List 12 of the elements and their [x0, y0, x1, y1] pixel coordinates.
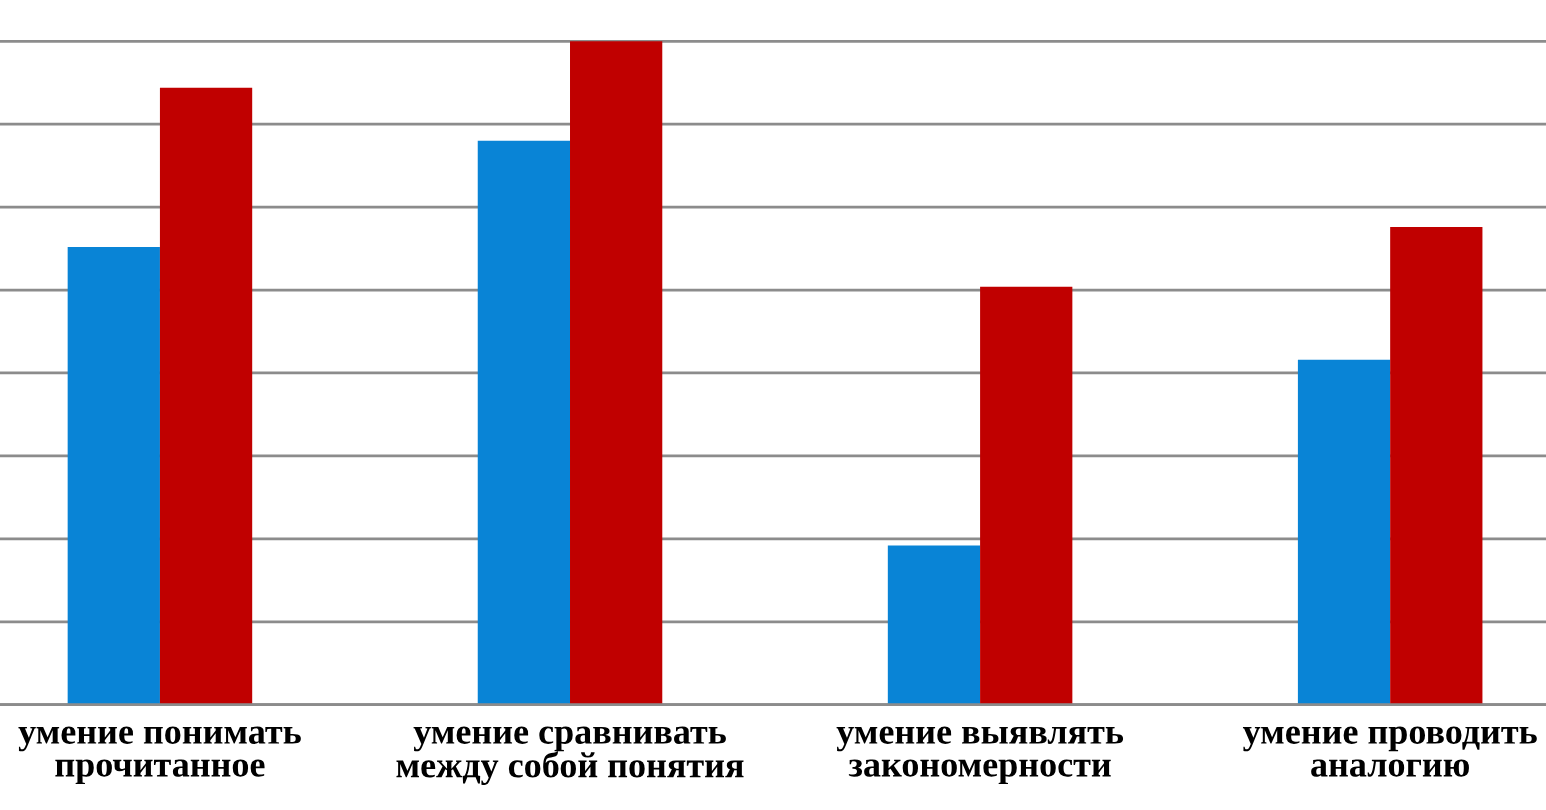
bar [67, 246, 160, 705]
bar [477, 140, 571, 705]
x-tick-label: умение выявлять закономерности [836, 726, 1124, 785]
bar [980, 286, 1073, 705]
bar [159, 87, 253, 705]
bar [1390, 227, 1483, 705]
x-tick-label: умение проводить аналогию [1242, 726, 1537, 777]
bar [887, 545, 981, 705]
x-tick-label: умение сравнивать между собой понятия [396, 726, 744, 785]
bar [1297, 359, 1391, 705]
x-tick-label: умение понимать прочитанное [18, 726, 301, 785]
bar [570, 41, 663, 705]
